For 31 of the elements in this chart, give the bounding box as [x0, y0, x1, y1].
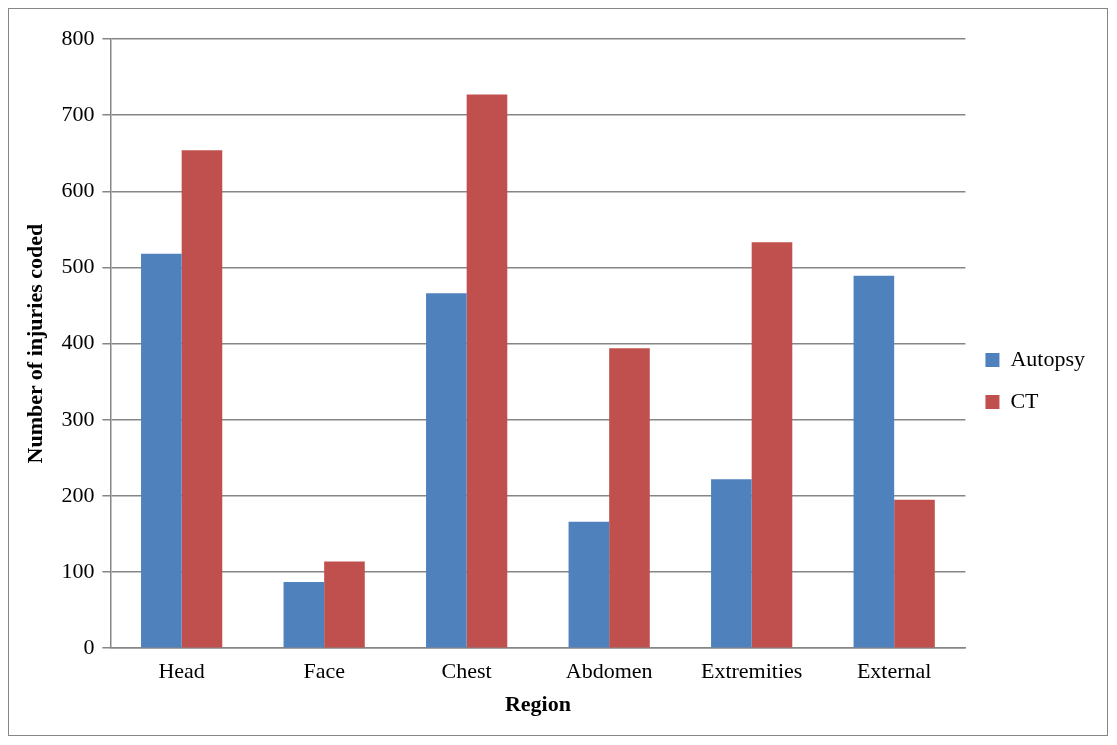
bar: [141, 253, 182, 648]
bar: [853, 275, 895, 648]
x-axis-title: Region: [504, 691, 571, 717]
y-tick-label: 300: [61, 405, 95, 431]
y-tick-label: 400: [61, 329, 95, 355]
bar: [426, 293, 467, 648]
bar: [609, 348, 650, 648]
y-tick-label: 0: [83, 633, 95, 659]
bar: [324, 561, 365, 648]
x-tick-label: External: [856, 658, 932, 684]
y-tick-label: 600: [61, 177, 95, 203]
bar: [751, 242, 793, 648]
y-tick-label: 200: [61, 481, 95, 507]
bar: [894, 499, 935, 648]
y-axis-title: Number of injuries coded: [21, 223, 47, 464]
bar: [466, 94, 508, 648]
x-tick-label: Chest: [441, 658, 492, 684]
x-tick-label: Head: [158, 658, 205, 684]
bar: [568, 521, 610, 648]
y-tick-label: 700: [61, 100, 95, 126]
y-tick-label: 800: [61, 24, 95, 50]
y-tick-label: 100: [61, 557, 95, 583]
y-tick-label: 500: [61, 253, 95, 279]
bar: [711, 479, 752, 648]
bar: [181, 150, 223, 648]
legend-label: CT: [1010, 387, 1040, 413]
bar: [283, 581, 325, 648]
x-tick-label: Abdomen: [565, 658, 653, 684]
x-tick-label: Extremities: [700, 658, 803, 684]
x-tick-label: Face: [303, 658, 345, 684]
legend-label: Autopsy: [1010, 345, 1085, 371]
